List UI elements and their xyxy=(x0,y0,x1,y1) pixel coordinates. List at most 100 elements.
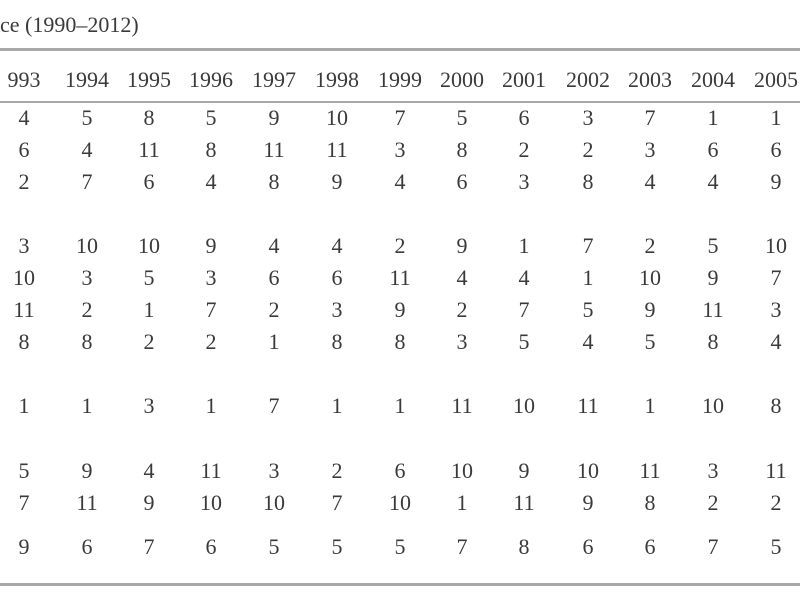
table-cell: 1 xyxy=(707,105,719,130)
table-cell: 5 xyxy=(770,534,782,559)
table-cell: 9 xyxy=(644,297,656,322)
table-cell: 1 xyxy=(331,393,343,418)
table-cell: 2 xyxy=(331,458,343,483)
table-cell: 6 xyxy=(81,534,93,559)
table-cell: 9 xyxy=(205,233,217,258)
table-cell: 4 xyxy=(18,105,30,130)
table-cell: 10 xyxy=(513,393,535,418)
table-cell: 10 xyxy=(389,490,411,515)
table-cell: 1 xyxy=(582,265,594,290)
table-cell: 7 xyxy=(456,534,468,559)
table-cell: 8 xyxy=(143,105,155,130)
table-cell: 11 xyxy=(702,297,724,322)
table-cell: 6 xyxy=(644,534,656,559)
table-cell: 7 xyxy=(143,534,155,559)
table-cell: 6 xyxy=(394,458,406,483)
column-header: 2004 xyxy=(691,67,735,92)
table-cell: 3 xyxy=(394,137,406,162)
table-cell: 8 xyxy=(18,329,30,354)
table-cell: 1 xyxy=(205,393,217,418)
table-cell: 4 xyxy=(456,265,468,290)
table-cell: 1 xyxy=(456,490,468,515)
column-header: 1999 xyxy=(378,67,422,92)
table-cell: 4 xyxy=(143,458,155,483)
table-cell: 7 xyxy=(770,265,782,290)
table-cell: 10 xyxy=(639,265,661,290)
table-cell: 2 xyxy=(770,490,782,515)
table-cell: 6 xyxy=(518,105,530,130)
table-cell: 9 xyxy=(18,534,30,559)
table-cell: 6 xyxy=(268,265,280,290)
table-cell: 11 xyxy=(138,137,160,162)
table-cell: 5 xyxy=(143,265,155,290)
table-cell: 5 xyxy=(456,105,468,130)
table-cell: 3 xyxy=(582,105,594,130)
table-cell: 9 xyxy=(394,297,406,322)
column-header: 1998 xyxy=(315,67,359,92)
column-header: 993 xyxy=(7,67,41,92)
table-cell: 2 xyxy=(81,297,93,322)
table-cell: 5 xyxy=(707,233,719,258)
table-cell: 3 xyxy=(81,265,93,290)
column-header: 1994 xyxy=(65,67,109,92)
table-cell: 5 xyxy=(268,534,280,559)
table-cell: 9 xyxy=(707,265,719,290)
table-cell: 6 xyxy=(770,137,782,162)
table-cell: 9 xyxy=(268,105,280,130)
table-cell: 4 xyxy=(770,329,782,354)
table-cell: 6 xyxy=(456,169,468,194)
table-cell: 2 xyxy=(518,137,530,162)
table-cell: 6 xyxy=(205,534,217,559)
table-cell: 3 xyxy=(707,458,719,483)
table-cell: 1 xyxy=(770,105,782,130)
table-cell: 11 xyxy=(765,458,787,483)
table-cell: 4 xyxy=(394,169,406,194)
table-cell: 8 xyxy=(456,137,468,162)
table-cell: 2 xyxy=(143,329,155,354)
table-cell: 9 xyxy=(770,169,782,194)
table-cell: 3 xyxy=(644,137,656,162)
table-cell: 3 xyxy=(518,169,530,194)
table-cell: 10 xyxy=(200,490,222,515)
table-cell: 1 xyxy=(143,297,155,322)
table-cell: 6 xyxy=(707,137,719,162)
table-cell: 10 xyxy=(577,458,599,483)
column-header: 1995 xyxy=(127,67,171,92)
table-cell: 2 xyxy=(205,329,217,354)
table-cell: 9 xyxy=(331,169,343,194)
table-cell: 11 xyxy=(13,297,35,322)
table-cell: 7 xyxy=(81,169,93,194)
table-cell: 11 xyxy=(263,137,285,162)
table-cell: 11 xyxy=(389,265,411,290)
table-cell: 8 xyxy=(268,169,280,194)
table-cell: 5 xyxy=(394,534,406,559)
table-cell: 7 xyxy=(644,105,656,130)
table-cell: 3 xyxy=(18,233,30,258)
bottom-rule xyxy=(0,583,800,586)
table-cell: 7 xyxy=(18,490,30,515)
table-cell: 1 xyxy=(394,393,406,418)
table-cell: 6 xyxy=(18,137,30,162)
table-cell: 8 xyxy=(205,137,217,162)
table-cell: 4 xyxy=(582,329,594,354)
table-cell: 10 xyxy=(702,393,724,418)
table-cell: 9 xyxy=(582,490,594,515)
table-cell: 5 xyxy=(205,105,217,130)
table-cell: 2 xyxy=(707,490,719,515)
table-cell: 10 xyxy=(263,490,285,515)
table-cell: 5 xyxy=(81,105,93,130)
column-header: 2003 xyxy=(628,67,672,92)
table-cell: 7 xyxy=(205,297,217,322)
table-cell: 7 xyxy=(707,534,719,559)
table-cell: 8 xyxy=(394,329,406,354)
table-cell: 4 xyxy=(707,169,719,194)
column-header: 2005 xyxy=(754,67,798,92)
table-cell: 2 xyxy=(394,233,406,258)
table-cell: 2 xyxy=(456,297,468,322)
table-cell: 8 xyxy=(331,329,343,354)
table-cell: 2 xyxy=(582,137,594,162)
table-cell: 3 xyxy=(456,329,468,354)
table-cell: 5 xyxy=(582,297,594,322)
column-header: 1997 xyxy=(252,67,296,92)
table-cell: 4 xyxy=(268,233,280,258)
